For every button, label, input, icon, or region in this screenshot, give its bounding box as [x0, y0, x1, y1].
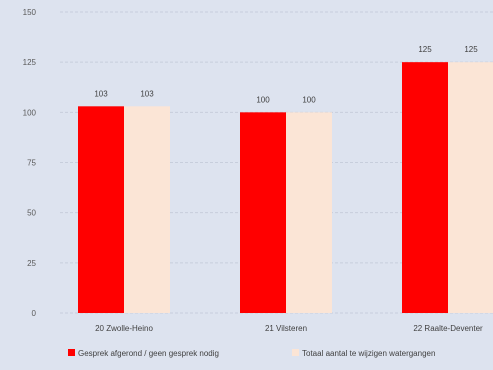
legend-label: Totaal aantal te wijzigen watergangen: [302, 349, 435, 358]
bars: [78, 62, 493, 314]
category-label: 21 Vilsteren: [265, 324, 307, 333]
category-label: 20 Zwolle-Heino: [95, 324, 153, 333]
y-tick-label: 150: [23, 8, 37, 17]
bar-series-1-2: [240, 112, 286, 313]
bar-series-1-3: [402, 62, 448, 313]
data-labels: 103 103 100 100 125 125: [94, 45, 478, 104]
data-label: 125: [464, 45, 478, 54]
y-tick-label: 100: [23, 108, 37, 117]
category-label: 22 Raalte-Deventer: [413, 324, 483, 333]
legend-swatch: [68, 349, 75, 356]
bar-series-2-1: [124, 106, 170, 314]
bar-series-2-2: [286, 112, 332, 313]
legend-label: Gesprek afgerond / geen gesprek nodig: [78, 349, 219, 358]
legend: Gesprek afgerond / geen gesprek nodig Tot…: [68, 349, 435, 358]
data-label: 125: [418, 45, 432, 54]
bar-series-1-1: [78, 106, 124, 314]
data-label: 103: [94, 89, 108, 98]
y-tick-label: 25: [27, 259, 36, 268]
data-label: 100: [302, 95, 316, 104]
legend-swatch: [292, 349, 299, 356]
y-axis-tick-labels: 0 25 50 75 100 125 150: [23, 8, 37, 318]
y-tick-label: 75: [27, 159, 36, 168]
bar-series-2-3: [448, 62, 493, 313]
x-axis-category-labels: 20 Zwolle-Heino 21 Vilsteren 22 Raalte-Dev…: [95, 324, 483, 333]
data-label: 100: [256, 95, 270, 104]
y-tick-label: 125: [23, 58, 37, 67]
y-tick-label: 0: [32, 309, 37, 318]
y-tick-label: 50: [27, 209, 36, 218]
data-label: 103: [140, 89, 154, 98]
